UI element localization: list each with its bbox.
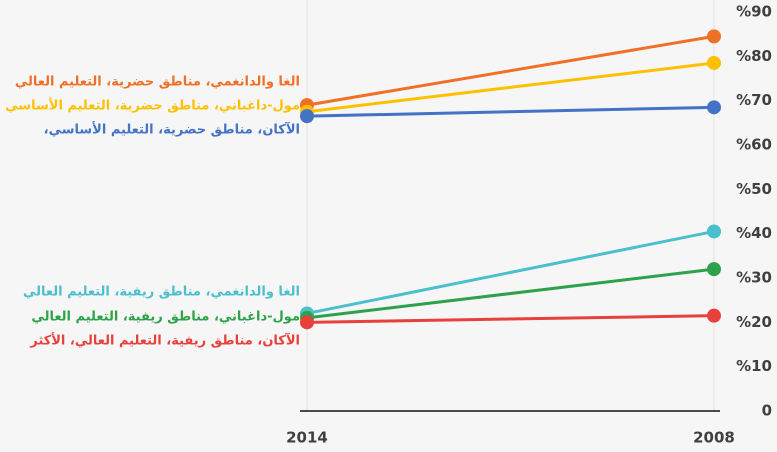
y-tick-label: %80	[736, 47, 772, 65]
y-tick-label: %10	[736, 357, 772, 375]
series-label: الغا والدانغمي، مناطق حضرية، التعليم الع…	[15, 75, 300, 90]
series-line	[306, 105, 715, 118]
series-label: مول-داغباني، مناطق ريفية، التعليم العالي	[31, 310, 300, 325]
x-tick-label: 2014	[286, 429, 328, 447]
point	[707, 29, 721, 44]
point	[707, 308, 721, 323]
point	[707, 262, 721, 277]
y-tick-label: 0	[762, 402, 772, 420]
series-label: الغا والدانغمي، مناطق ريفية، التعليم الع…	[23, 285, 300, 300]
series-line	[306, 267, 715, 320]
y-tick-label: %40	[736, 224, 772, 242]
series-line	[306, 34, 715, 107]
point	[300, 109, 314, 124]
series-label: الآكان، مناطق حضرية، التعليم الأساسي،	[44, 121, 300, 138]
y-tick-label: %70	[736, 91, 772, 109]
point	[707, 100, 721, 115]
y-tick-label: %60	[736, 136, 772, 154]
series-label: الآكان، مناطق ريفية، التعليم العالي، الأ…	[29, 332, 300, 349]
point	[707, 55, 721, 70]
series-line	[306, 229, 715, 315]
series-line	[306, 61, 715, 114]
x-tick-label: 2008	[693, 429, 735, 447]
y-tick-label: %50	[736, 180, 772, 198]
series-label: مول-داغباني، مناطق حضرية، التعليم الأساس…	[5, 97, 300, 114]
series-line	[306, 314, 715, 324]
y-tick-label: %90	[736, 3, 772, 21]
point	[300, 315, 314, 330]
y-tick-label: %30	[736, 269, 772, 287]
y-tick-label: %20	[736, 313, 772, 331]
point	[707, 224, 721, 239]
